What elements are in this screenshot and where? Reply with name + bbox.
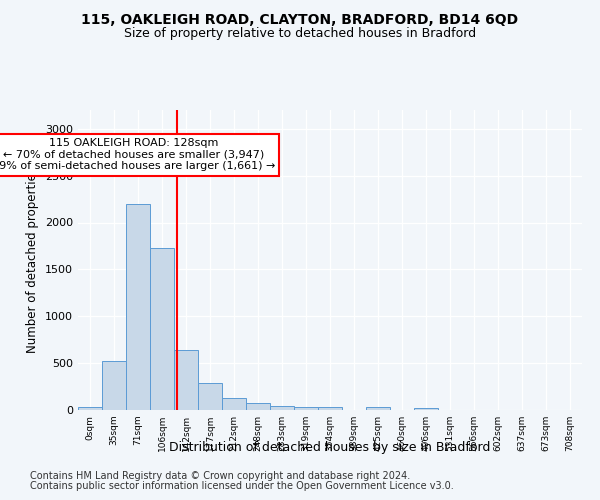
Bar xyxy=(126,204,150,410)
Text: Contains HM Land Registry data © Crown copyright and database right 2024.: Contains HM Land Registry data © Crown c… xyxy=(30,471,410,481)
Text: 115, OAKLEIGH ROAD, CLAYTON, BRADFORD, BD14 6QD: 115, OAKLEIGH ROAD, CLAYTON, BRADFORD, B… xyxy=(82,12,518,26)
Bar xyxy=(246,403,270,410)
Bar xyxy=(414,408,438,410)
Bar xyxy=(102,361,126,410)
Text: Size of property relative to detached houses in Bradford: Size of property relative to detached ho… xyxy=(124,28,476,40)
Bar xyxy=(198,383,222,410)
Bar xyxy=(174,350,198,410)
Bar xyxy=(366,407,390,410)
Bar xyxy=(294,406,318,410)
Bar xyxy=(318,406,342,410)
Text: Contains public sector information licensed under the Open Government Licence v3: Contains public sector information licen… xyxy=(30,481,454,491)
Bar xyxy=(222,398,246,410)
Y-axis label: Number of detached properties: Number of detached properties xyxy=(26,167,40,353)
Bar xyxy=(150,248,174,410)
Bar xyxy=(270,406,294,410)
Bar xyxy=(78,407,102,410)
Text: 115 OAKLEIGH ROAD: 128sqm
← 70% of detached houses are smaller (3,947)
29% of se: 115 OAKLEIGH ROAD: 128sqm ← 70% of detac… xyxy=(0,138,275,172)
Text: Distribution of detached houses by size in Bradford: Distribution of detached houses by size … xyxy=(169,441,491,454)
